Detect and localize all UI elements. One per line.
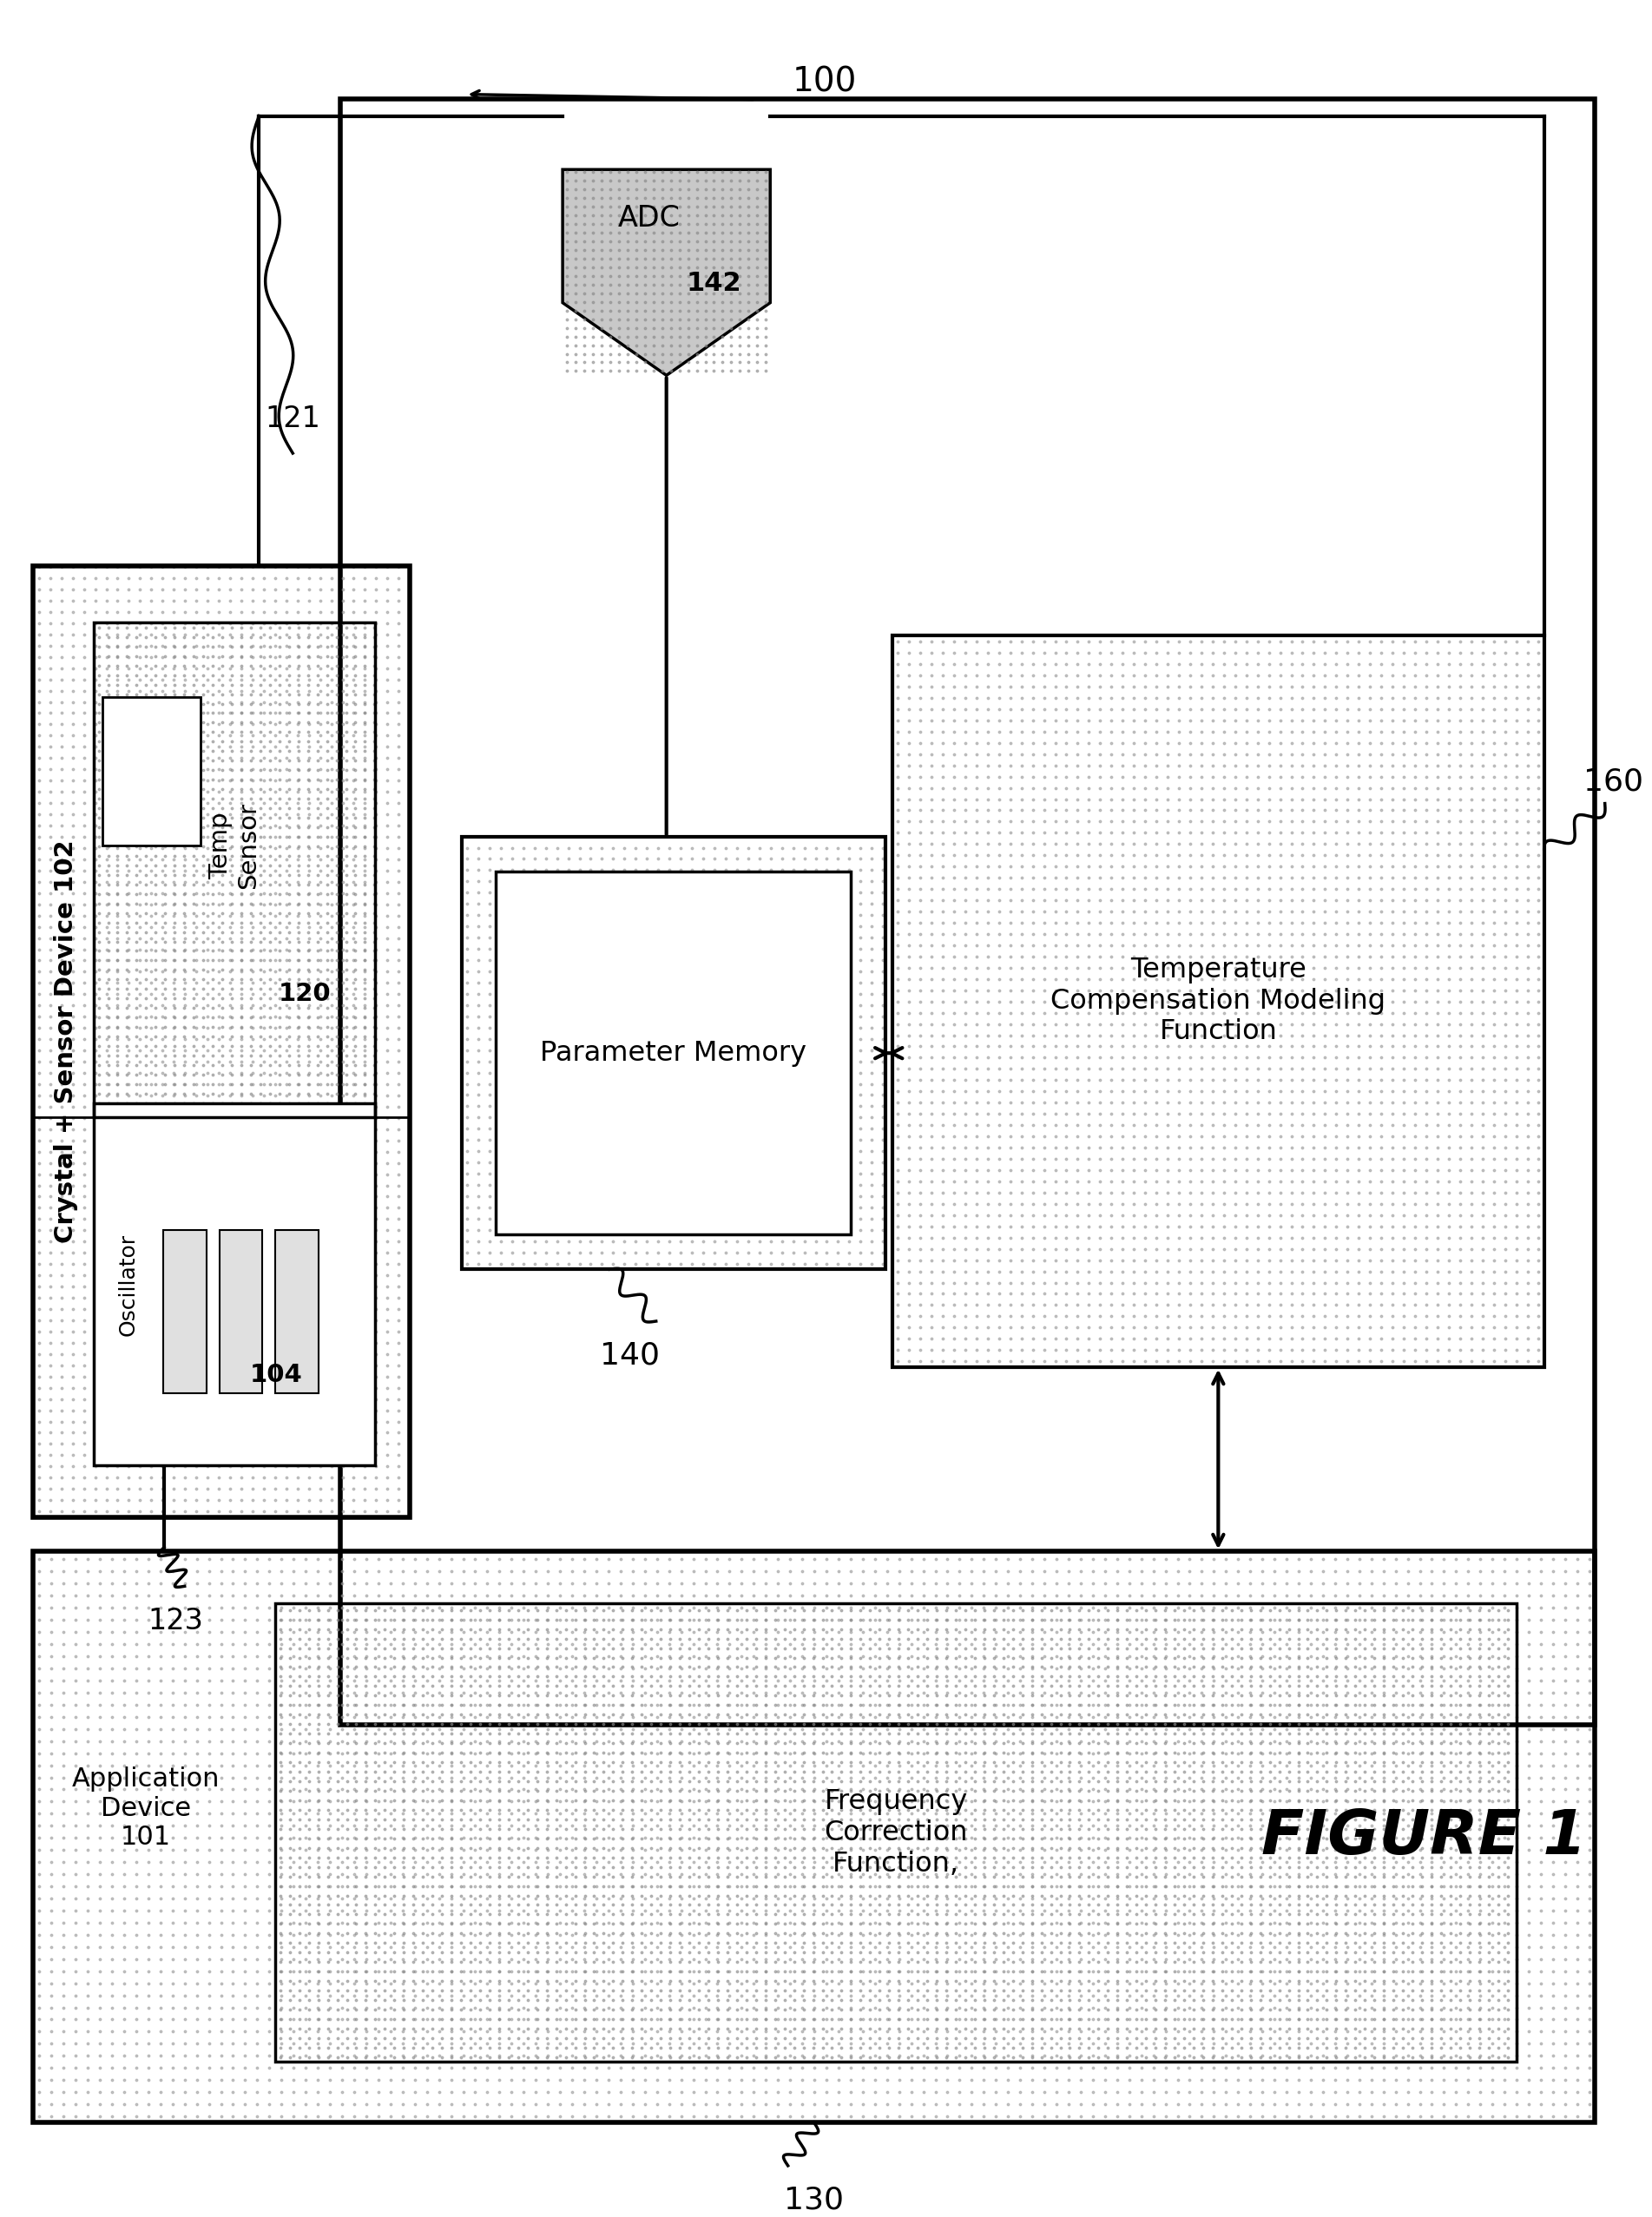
Bar [164,1230,206,1392]
Text: Parameter Memory: Parameter Memory [540,1040,806,1066]
Bar [340,98,1594,1725]
Bar [892,636,1545,1368]
Text: 104: 104 [249,1363,302,1388]
Bar [94,1104,375,1465]
Bar [33,1552,1594,2122]
Bar [33,565,410,1516]
Text: 100: 100 [793,67,857,100]
Text: Crystal + Sensor Device 102: Crystal + Sensor Device 102 [55,840,78,1244]
Polygon shape [563,168,770,375]
Text: 120: 120 [278,982,330,1007]
Bar [102,696,202,845]
Text: FIGURE 1: FIGURE 1 [1262,1807,1586,1867]
Text: Oscillator: Oscillator [117,1233,139,1335]
Text: 130: 130 [785,2186,844,2215]
Text: 140: 140 [600,1341,661,1370]
Bar [276,1603,1517,2062]
Text: Frequency
Correction
Function,: Frequency Correction Function, [824,1789,968,1878]
Text: Temp
Sensor: Temp Sensor [208,803,261,889]
Text: 121: 121 [264,403,320,432]
Bar [496,871,851,1235]
Bar [461,836,885,1270]
Text: 142: 142 [686,270,742,295]
Text: ADC: ADC [618,204,681,233]
Bar [276,1230,319,1392]
Text: 160: 160 [1584,767,1644,796]
Text: 123: 123 [149,1607,203,1636]
Text: Temperature
Compensation Modeling
Function: Temperature Compensation Modeling Functi… [1051,956,1386,1046]
Bar [220,1230,263,1392]
Bar [94,623,375,1117]
Text: Application
Device
101: Application Device 101 [71,1767,220,1851]
